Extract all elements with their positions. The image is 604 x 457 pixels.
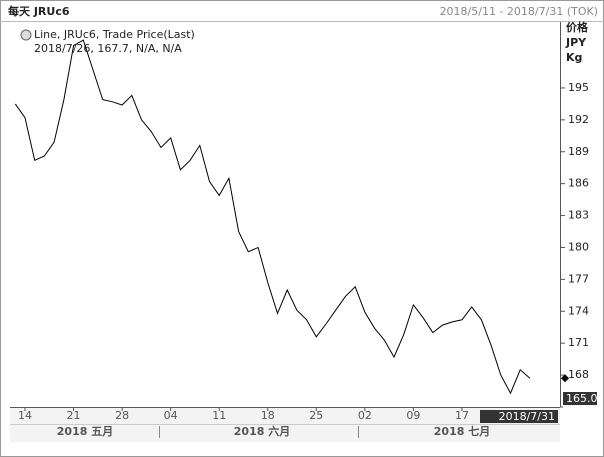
y-min-box <box>563 392 597 405</box>
last-value-marker <box>561 374 569 383</box>
y-tick-label: 168 <box>568 368 589 381</box>
x-tick-label: 28 <box>115 409 129 422</box>
x-tick-label: 18 <box>261 409 275 422</box>
chart-title: 每天 JRUc6 <box>8 4 70 18</box>
y-axis-label: JPY <box>565 36 587 49</box>
y-tick-label: 177 <box>568 272 589 285</box>
legend-icon[interactable] <box>20 29 32 41</box>
y-tick-label: 165.0 <box>566 392 598 405</box>
x-tick-label: 02 <box>358 409 372 422</box>
y-tick-label: 186 <box>568 177 589 190</box>
month-label: 2018 五月 <box>57 425 113 438</box>
legend-entry: Line, JRUc6, Trade Price(Last) <box>34 28 195 41</box>
y-tick-label: 183 <box>568 209 589 222</box>
y-axis-label: 价格 <box>566 20 589 34</box>
month-label: 2018 六月 <box>234 424 290 438</box>
month-label: 2018 七月 <box>434 424 490 438</box>
y-tick-label: 195 <box>568 81 589 94</box>
x-tick-label: 21 <box>67 409 81 422</box>
y-tick-label: 192 <box>568 113 589 126</box>
cursor-box <box>480 410 558 423</box>
cursor-label: 2018/7/31 <box>499 410 555 423</box>
x-tick-label: 09 <box>406 409 420 422</box>
legend-detail: 2018/7/26, 167.7, N/A, N/A <box>34 42 182 55</box>
price-line <box>14 39 531 395</box>
x-tick-label: 17 <box>455 409 469 422</box>
y-axis-label: Kg <box>566 51 582 64</box>
x-tick-label: 04 <box>164 409 178 422</box>
x-tick-label: 25 <box>309 409 323 422</box>
y-tick-label: 180 <box>568 240 589 253</box>
y-tick-label: 171 <box>568 336 589 349</box>
x-tick-label: 14 <box>18 409 32 422</box>
x-tick-label: 11 <box>212 409 226 422</box>
y-tick-label: 174 <box>568 304 589 317</box>
date-range: 2018/5/11 - 2018/7/31 (TOK) <box>440 5 598 18</box>
y-tick-label: 189 <box>568 145 589 158</box>
